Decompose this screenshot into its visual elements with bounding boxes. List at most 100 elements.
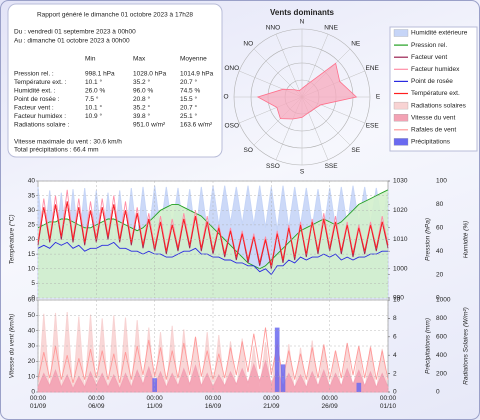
y-tick-label: 10	[28, 373, 36, 380]
table-cell: 951.0 w/m²	[133, 122, 166, 129]
radar-spoke	[253, 48, 303, 98]
axis-title: Précipitations (mm)	[425, 318, 432, 374]
radar-label: SSE	[325, 163, 339, 170]
y3-tick-label: 40	[436, 248, 444, 255]
y3-tick-label: 1000	[436, 297, 451, 304]
radar-label: O	[223, 94, 228, 101]
radar-label: ENE	[366, 65, 380, 72]
radar-label: SE	[351, 147, 360, 154]
row-label: Radiations solaire :	[14, 122, 69, 129]
y2-tick-label: 1030	[393, 178, 408, 185]
y2-tick-label: 2	[393, 370, 397, 377]
radar-title: Vents dominants	[270, 8, 335, 17]
radar-spoke	[275, 34, 303, 98]
radar-label: NNO	[266, 24, 280, 31]
radar-label: S	[300, 169, 305, 176]
y3-tick-label: 200	[436, 370, 447, 377]
legend-label: Facteur vent	[411, 54, 447, 61]
table-cell: 15.5 °	[180, 95, 197, 103]
report-rain-total: Total précipitations : 66.4 mm	[14, 147, 99, 154]
legend-label: Point de rosée	[411, 78, 453, 85]
table-cell: 1028.0 hPa	[133, 71, 167, 78]
legend-swatch	[393, 101, 409, 110]
y3-tick-label: 400	[436, 352, 447, 359]
axis-title: Humidité (%)	[463, 221, 470, 259]
radar-label: NNE	[324, 24, 338, 31]
table-cell: 10.1 °	[85, 104, 102, 112]
table-cell: 998.1 hPa	[85, 71, 115, 78]
table-cell: 10.9 °	[85, 112, 102, 120]
legend-label: Température ext.	[411, 90, 460, 97]
y-tick-label: 50	[28, 312, 36, 319]
bar	[356, 382, 362, 392]
x-tick-label: 00:00 16/09	[204, 395, 222, 410]
radar-label: NO	[243, 41, 253, 48]
axis-title: Température (°C)	[8, 214, 16, 264]
table-cell: 25.1 °	[180, 112, 197, 120]
legend-swatch	[393, 138, 409, 146]
radar-area	[256, 62, 358, 120]
table-cell: 163.6 w/m²	[180, 122, 213, 129]
report-title: Rapport généré le dimanche 01 octobre 20…	[37, 12, 193, 19]
y3-tick-label: 0	[436, 389, 440, 396]
row-label: Pression rel. :	[14, 71, 54, 78]
y-tick-label: 20	[28, 236, 36, 243]
table-cell: 1014.9 hPa	[180, 71, 214, 78]
axis-title: Radiations Solaires (W/m²)	[463, 307, 470, 385]
legend-label: Vitesse du vent	[411, 114, 456, 121]
y3-tick-label: 600	[436, 334, 447, 341]
row-label: Facteur vent :	[14, 105, 54, 112]
table-cell: 20.7 °	[180, 78, 197, 86]
y-tick-label: 30	[28, 207, 36, 214]
bar	[274, 327, 280, 392]
bar	[280, 364, 286, 392]
x-tick-label: 00:00 06/09	[88, 395, 105, 410]
y-tick-label: 60	[28, 297, 36, 304]
table-cell: 10.1 °	[85, 78, 102, 86]
area	[38, 189, 388, 298]
y2-tick-label: 4	[393, 352, 397, 359]
y2-tick-label: 990	[393, 295, 404, 302]
x-tick-label: 00:00 11/09	[146, 395, 163, 410]
y2-tick-label: 10	[393, 297, 401, 304]
y-tick-label: 15	[28, 251, 36, 258]
radar-label: ONO	[224, 65, 239, 72]
y2-tick-label: 0	[393, 389, 397, 396]
row-label: Point de rosée :	[14, 96, 60, 103]
line	[37, 201, 389, 266]
legend-label: Facteur humidex	[411, 66, 460, 73]
legend-label: Pression rel.	[411, 42, 447, 49]
y-tick-label: 40	[28, 327, 36, 334]
table-header: Moyenne	[180, 56, 207, 63]
y3-tick-label: 20	[436, 271, 444, 278]
x-tick-label: 00:00 26/09	[321, 395, 338, 410]
y-tick-label: 0	[31, 295, 35, 302]
table-cell: 26.0 %	[85, 88, 105, 95]
y-tick-label: 20	[28, 358, 36, 365]
y-tick-label: 5	[31, 280, 35, 287]
table-header: Max	[133, 56, 146, 63]
x-tick-label: 00:00 01/10	[379, 395, 397, 410]
report-wind-max: Vitesse maximale du vent : 30.6 km/h	[14, 139, 122, 146]
report-from: Du : vendredi 01 septembre 2023 à 00h00	[14, 29, 136, 36]
report-to: Au : dimanche 01 octobre 2023 à 00h00	[14, 38, 130, 45]
radar-label: E	[376, 94, 381, 101]
table-cell: 35.2 °	[133, 78, 150, 86]
radar-label: NE	[351, 41, 361, 48]
y-tick-label: 40	[28, 178, 36, 185]
y2-tick-label: 6	[393, 334, 397, 341]
legend-swatch	[393, 29, 409, 37]
table-cell: 20.8 °	[133, 95, 150, 103]
radar-label: OSO	[225, 122, 239, 129]
axis-title: Pression (hPa)	[425, 218, 432, 261]
row-label: Facteur humidex :	[14, 113, 66, 120]
y3-tick-label: 60	[436, 225, 444, 232]
table-cell: 96.0 %	[133, 88, 153, 95]
radar-label: SSO	[266, 163, 280, 170]
y2-tick-label: 1010	[393, 236, 408, 243]
legend-label: Radiations solaires	[411, 102, 467, 109]
y-tick-label: 10	[28, 265, 36, 272]
table-cell: 39.8 °	[133, 112, 150, 120]
table-header: Min	[85, 56, 96, 63]
